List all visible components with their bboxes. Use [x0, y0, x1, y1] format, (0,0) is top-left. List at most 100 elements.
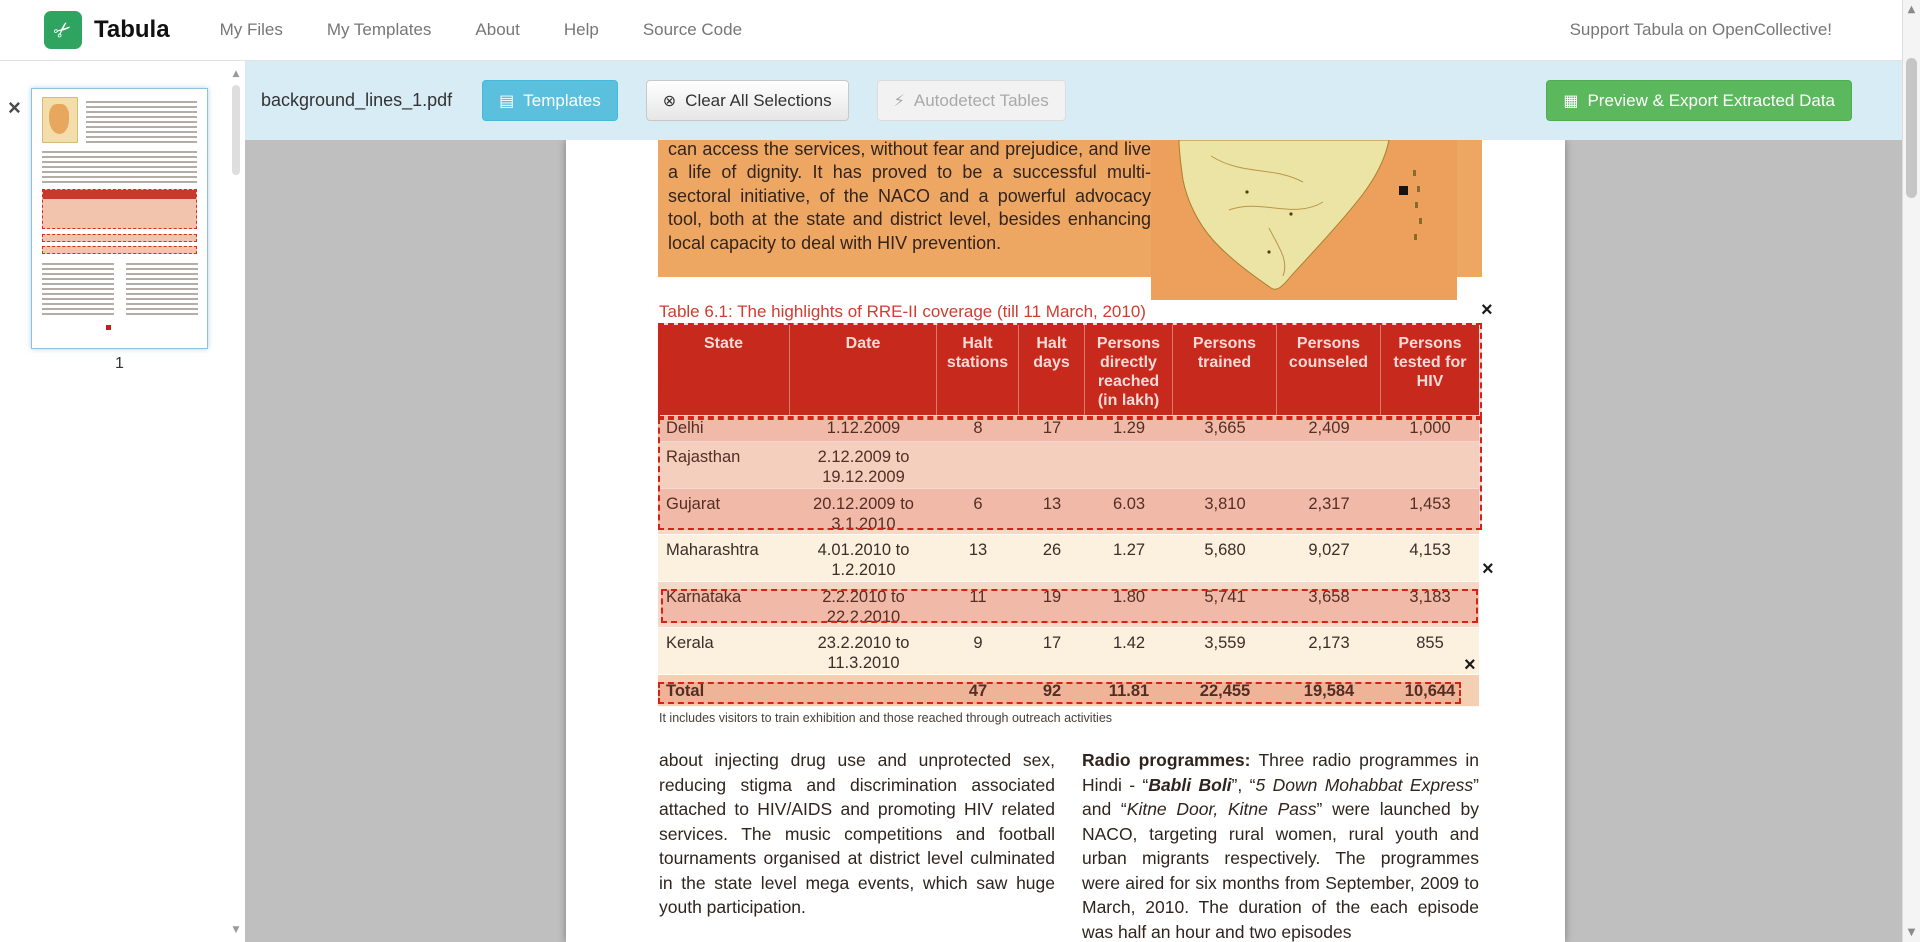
table-cell: 19 — [1042, 588, 1062, 606]
circle-x-icon: ⊗ — [662, 91, 677, 110]
navbar: ✂ Tabula My Files My Templates About Hel… — [0, 0, 1920, 61]
nav-link-source-code[interactable]: Source Code — [642, 20, 743, 39]
workspace: can access the services, without fear an… — [245, 140, 1902, 942]
thumbnail-map — [42, 97, 78, 143]
lightning-icon: ⚡ — [893, 91, 905, 110]
autodetect-tables-button[interactable]: ⚡ Autodetect Tables — [876, 80, 1066, 121]
footnote-text: It includes visitors to train exhibition… — [659, 711, 1113, 725]
template-icon: ▤ — [499, 91, 515, 110]
table-cell: 6.03 — [1112, 495, 1146, 513]
table-cell: 1.29 — [1112, 419, 1146, 437]
scroll-down-button[interactable]: ▼ — [232, 925, 240, 935]
thumbnail-row-selection — [42, 246, 197, 254]
table-cell: 9,027 — [1308, 541, 1350, 559]
table-row: Rajasthan 2.12.2009 to 19.12.2009 — [658, 442, 1479, 489]
table-cell: 26 — [1042, 541, 1062, 559]
table-cell: Kerala — [666, 634, 714, 652]
left-column-text: about injecting drug use and unprotected… — [659, 750, 1055, 917]
table-cell: 1.12.2009 — [826, 419, 901, 437]
table-cell: 4.01.2010 to 1.2.2010 — [817, 541, 910, 579]
selection-box[interactable] — [658, 682, 1461, 704]
thumbnail-text-lines — [86, 101, 197, 143]
scrollbar-thumb[interactable] — [232, 85, 240, 175]
remove-selection-button[interactable]: × — [1481, 299, 1493, 321]
table-header-cell: Persons trained — [1173, 325, 1277, 415]
table-cell: 1.80 — [1112, 588, 1146, 606]
scroll-up-button[interactable]: ▲ — [232, 69, 240, 79]
table-cell: 1.27 — [1112, 541, 1146, 559]
clear-selections-button[interactable]: ⊗ Clear All Selections — [645, 80, 849, 121]
table-cell: 3,183 — [1409, 588, 1451, 606]
selection-box[interactable] — [658, 418, 1482, 530]
table-header-row: State Date Halt stations Halt days Perso… — [658, 325, 1479, 416]
table-cell: 2.12.2009 to 19.12.2009 — [817, 448, 910, 486]
table-cell: 10,644 — [1404, 682, 1456, 700]
table-cell: Karnataka — [666, 588, 742, 606]
thumbnail-marker — [106, 325, 111, 330]
table-cell: Total — [666, 682, 705, 700]
support-link[interactable]: Support Tabula on OpenCollective! — [1569, 20, 1832, 39]
toolbar: background_lines_1.pdf ▤ Templates ⊗ Cle… — [245, 61, 1902, 140]
table-cell: 11 — [969, 588, 987, 606]
table-cell: 4,153 — [1409, 541, 1451, 559]
table-cell: 17 — [1042, 419, 1062, 437]
thumbnail-text-lines — [126, 263, 198, 317]
templates-button[interactable]: ▤ Templates — [482, 80, 618, 121]
remove-selection-button[interactable]: × — [1482, 558, 1494, 580]
table-row: Maharashtra 4.01.2010 to 1.2.2010 13 26 … — [658, 535, 1479, 582]
table-cell: 3,665 — [1204, 419, 1246, 437]
table-cell: 6 — [973, 495, 983, 513]
table-cell: 17 — [1042, 634, 1062, 652]
table-cell: 855 — [1416, 634, 1444, 652]
rich-text-segment: Kitne Door, Kitne Pass — [1126, 799, 1317, 819]
tabula-logo[interactable]: ✂ — [44, 11, 82, 49]
selection-box[interactable] — [658, 323, 1482, 418]
nav-link-my-files[interactable]: My Files — [219, 20, 283, 39]
selection-box[interactable] — [661, 589, 1478, 623]
table-cell: 5,741 — [1204, 588, 1246, 606]
table-cell: 92 — [1042, 682, 1062, 700]
remove-selection-button[interactable]: × — [1464, 654, 1476, 676]
table-cell: 47 — [968, 682, 988, 700]
table-icon: ▦ — [1563, 91, 1579, 110]
table-header-cell: State — [658, 325, 790, 415]
scroll-up-button[interactable]: ▲ — [1907, 4, 1916, 15]
page-thumbnail[interactable] — [31, 88, 208, 349]
table-cell: Maharashtra — [666, 541, 759, 559]
table-cell: Delhi — [666, 419, 704, 437]
rich-text-segment: 5 Down Mohabbat Express — [1255, 774, 1474, 795]
rich-text-segment: ”, “ — [1231, 774, 1256, 795]
templates-button-label: Templates — [523, 90, 601, 110]
rich-text-segment: Radio programmes: — [1082, 750, 1259, 770]
sidebar-scrollbar[interactable]: ▲ ▼ — [229, 69, 243, 935]
table-cell: 3,658 — [1308, 588, 1350, 606]
table-header-cell: Halt stations — [937, 325, 1019, 415]
table-cell: 2,317 — [1308, 495, 1350, 513]
table-cell: 11.81 — [1108, 682, 1150, 700]
nav-link-my-templates[interactable]: My Templates — [326, 20, 432, 39]
table-header-cell: Persons tested for HIV — [1393, 335, 1467, 390]
scroll-down-button[interactable]: ▼ — [1907, 927, 1916, 938]
scrollbar-thumb[interactable] — [1906, 58, 1917, 198]
thumbnail-text-lines — [42, 151, 197, 185]
rich-text-segment: Three radio programmes in Hindi - “ — [1082, 750, 1479, 795]
data-table: State Date Halt stations Halt days Perso… — [658, 325, 1479, 707]
table-cell: Gujarat — [666, 495, 721, 513]
nav-link-about[interactable]: About — [475, 20, 520, 39]
map-graphic — [1178, 140, 1422, 290]
nav-links: My Files My Templates About Help Source … — [220, 20, 742, 40]
window-scrollbar[interactable]: ▲ ▼ — [1902, 0, 1920, 942]
thumbnail-table-selection — [42, 189, 197, 229]
table-cell: 3,810 — [1204, 495, 1246, 513]
delete-page-button[interactable]: × — [8, 95, 21, 120]
table-header-cell: Persons directly reached (in lakh) — [1085, 325, 1173, 415]
table-cell: 22,455 — [1199, 682, 1251, 700]
preview-export-button[interactable]: ▦ Preview & Export Extracted Data — [1546, 80, 1852, 121]
pdf-page[interactable]: can access the services, without fear an… — [566, 140, 1565, 942]
nav-link-help[interactable]: Help — [563, 20, 599, 39]
table-cell: 9 — [973, 634, 983, 652]
table-cell: 2,409 — [1308, 419, 1350, 437]
table-total-row: Total 47 92 11.81 22,455 19,584 10,644 — [658, 675, 1479, 707]
clear-button-label: Clear All Selections — [685, 90, 832, 110]
table-cell: 19,584 — [1303, 682, 1355, 700]
